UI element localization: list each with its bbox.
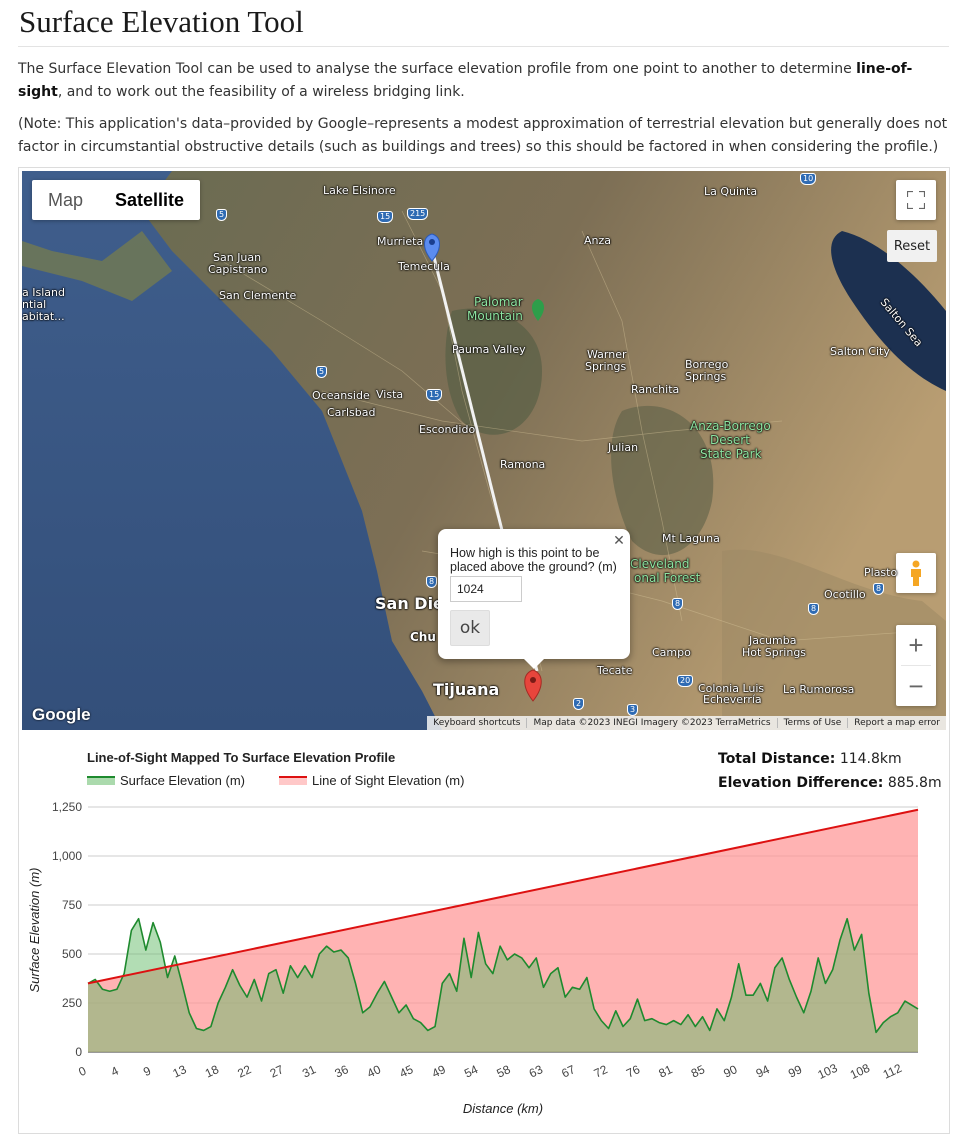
height-info-window: ✕ How high is this point to be placed ab… (438, 529, 630, 669)
fullscreen-icon (907, 191, 925, 209)
place-label: Campo (652, 646, 691, 659)
palomar-marker (532, 299, 544, 321)
place-label: San Juan (213, 251, 262, 264)
highway-shield: 15 (377, 211, 394, 223)
close-icon[interactable]: ✕ (613, 532, 625, 548)
place-label: Capistrano (208, 263, 268, 276)
place-label: Anza-Borrego (690, 419, 771, 433)
ok-button[interactable]: ok (450, 610, 490, 646)
place-label: Carlsbad (327, 406, 376, 419)
place-label: Temecula (398, 260, 450, 273)
place-label: State Park (700, 447, 762, 461)
intro-text-end: , and to work out the feasibility of a w… (57, 84, 465, 100)
intro-paragraph: The Surface Elevation Tool can be used t… (18, 58, 948, 104)
end-marker[interactable] (524, 669, 542, 702)
highway-shield: 8 (808, 603, 820, 615)
place-label: San Clemente (219, 289, 297, 302)
place-label: Ranchita (631, 383, 680, 396)
place-label: Julian (608, 441, 639, 454)
height-input[interactable] (450, 576, 522, 602)
page-title: Surface Elevation Tool (19, 4, 304, 39)
place-label: Desert (710, 433, 750, 447)
place-label: Mt Laguna (662, 532, 720, 545)
place-label: La Quinta (704, 185, 758, 198)
place-label: Anza (584, 234, 612, 247)
place-label: Colonia Luis (698, 682, 765, 695)
place-label: ntial (22, 298, 47, 311)
place-label: Mountain (467, 309, 523, 323)
place-label: San Die (375, 594, 444, 613)
zoom-control: + − (896, 625, 936, 706)
total-distance-value: 114.8km (839, 751, 902, 767)
total-distance-label: Total Distance: (718, 751, 836, 767)
place-label: Lake Elsinore (323, 184, 396, 197)
note-paragraph: (Note: This application's data–provided … (18, 116, 948, 155)
tool-frame (18, 167, 950, 1134)
terms-of-use-link[interactable]: Terms of Use (776, 718, 848, 728)
place-label: onal Forest (634, 571, 701, 585)
zoom-out-button[interactable]: − (908, 670, 924, 701)
place-label: Chu (410, 630, 436, 644)
elevation-difference: Elevation Difference: 885.8m (718, 775, 948, 791)
map-type-control: Map Satellite (32, 180, 201, 220)
total-distance: Total Distance: 114.8km (718, 751, 948, 767)
reset-button[interactable]: Reset (887, 230, 937, 262)
intro-text-start: The Surface Elevation Tool can be used t… (18, 61, 857, 77)
place-label: Echeverría (703, 693, 762, 706)
title-divider (18, 46, 949, 47)
report-map-error-link[interactable]: Report a map error (847, 718, 946, 728)
fullscreen-button[interactable] (896, 180, 936, 220)
pegman-icon (911, 560, 921, 586)
place-label: Plasto (864, 566, 898, 579)
place-label: Murrieta (377, 235, 424, 248)
place-label: La Rumorosa (783, 683, 855, 696)
highway-shield: 215 (407, 208, 429, 220)
elevation-difference-value: 885.8m (887, 775, 942, 791)
place-label: Ramona (500, 458, 546, 471)
place-label: Tecate (597, 664, 633, 677)
highway-shield: 2 (573, 698, 585, 710)
place-label: Hot Springs (742, 646, 807, 659)
map-attribution: Keyboard shortcuts Map data ©2023 INEGI … (427, 716, 946, 730)
intro-bold-term: line-of-sight (18, 61, 913, 100)
place-label: Salton City (830, 345, 890, 358)
highway-shield: 5 (216, 209, 228, 221)
place-label: Ocotillo (824, 588, 866, 601)
place-label: Warner (587, 348, 627, 361)
highway-shield: 8 (672, 598, 684, 610)
elevation-difference-label: Elevation Difference: (718, 775, 884, 791)
place-label: Vista (376, 388, 404, 401)
highway-shield: 8 (873, 583, 885, 595)
place-label: Springs (685, 370, 727, 383)
place-label: Tijuana (433, 680, 500, 699)
start-marker[interactable] (424, 233, 440, 262)
highway-shield: 3 (627, 704, 639, 716)
place-label: Oceanside (312, 389, 370, 402)
zoom-in-button[interactable]: + (908, 629, 924, 660)
place-label: Springs (585, 360, 627, 373)
zoom-separator (901, 665, 931, 666)
place-label: Pauma Valley (452, 343, 526, 356)
satellite-map[interactable]: Map Satellite Reset + − Lake Elsinore La… (22, 171, 946, 730)
google-logo: Google (32, 705, 91, 724)
place-label: Palomar (474, 295, 523, 309)
highway-shield: 8 (426, 576, 438, 588)
highway-shield: 15 (426, 389, 443, 401)
map-type-map-button[interactable]: Map (48, 190, 84, 210)
street-view-button[interactable] (896, 553, 936, 593)
highway-shield: 20 (677, 675, 694, 687)
place-label: a Island (22, 286, 65, 299)
place-label: Borrego (685, 358, 729, 371)
map-data-attribution: Map data ©2023 INEGI Imagery ©2023 Terra… (526, 718, 776, 728)
place-label: Cleveland (630, 557, 690, 571)
keyboard-shortcuts-link[interactable]: Keyboard shortcuts (433, 718, 521, 728)
highway-shield: 10 (800, 173, 817, 185)
place-label: abitat... (22, 310, 65, 323)
height-question: How high is this point to be placed abov… (450, 546, 617, 574)
place-label: Jacumba (749, 634, 797, 647)
place-label: Escondido (419, 423, 476, 436)
highway-shield: 5 (316, 366, 328, 378)
map-type-satellite-button[interactable]: Satellite (115, 190, 185, 210)
